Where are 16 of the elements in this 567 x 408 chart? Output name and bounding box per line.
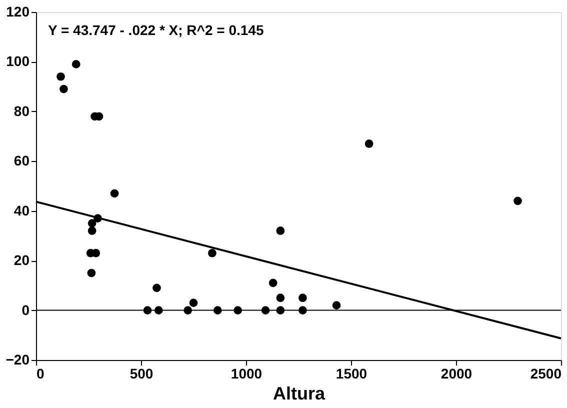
y-tick-label: 40 (14, 202, 30, 218)
y-tick-label: 80 (14, 102, 30, 119)
y-tick-label: 60 (14, 152, 30, 169)
y-tick-label: −20 (6, 352, 30, 368)
annotation: Y = 43.747 - .022 * X; R^2 = 0.145 (48, 22, 264, 38)
x-tick-label: 1500 (336, 366, 368, 382)
x-tick-label: 2000 (440, 366, 472, 382)
x-tick-label: 500 (130, 366, 154, 382)
x-tick-label: 0 (36, 366, 44, 382)
x-axis-title: Altura (272, 384, 326, 404)
y-tick-label: 120 (6, 4, 30, 20)
y-tick-label: 20 (14, 252, 30, 268)
y-tick-label: 0 (22, 302, 30, 318)
x-tick-label: 2500 (530, 366, 562, 382)
y-tick-label: 100 (6, 53, 30, 70)
x-tick-label: 1000 (230, 366, 262, 382)
